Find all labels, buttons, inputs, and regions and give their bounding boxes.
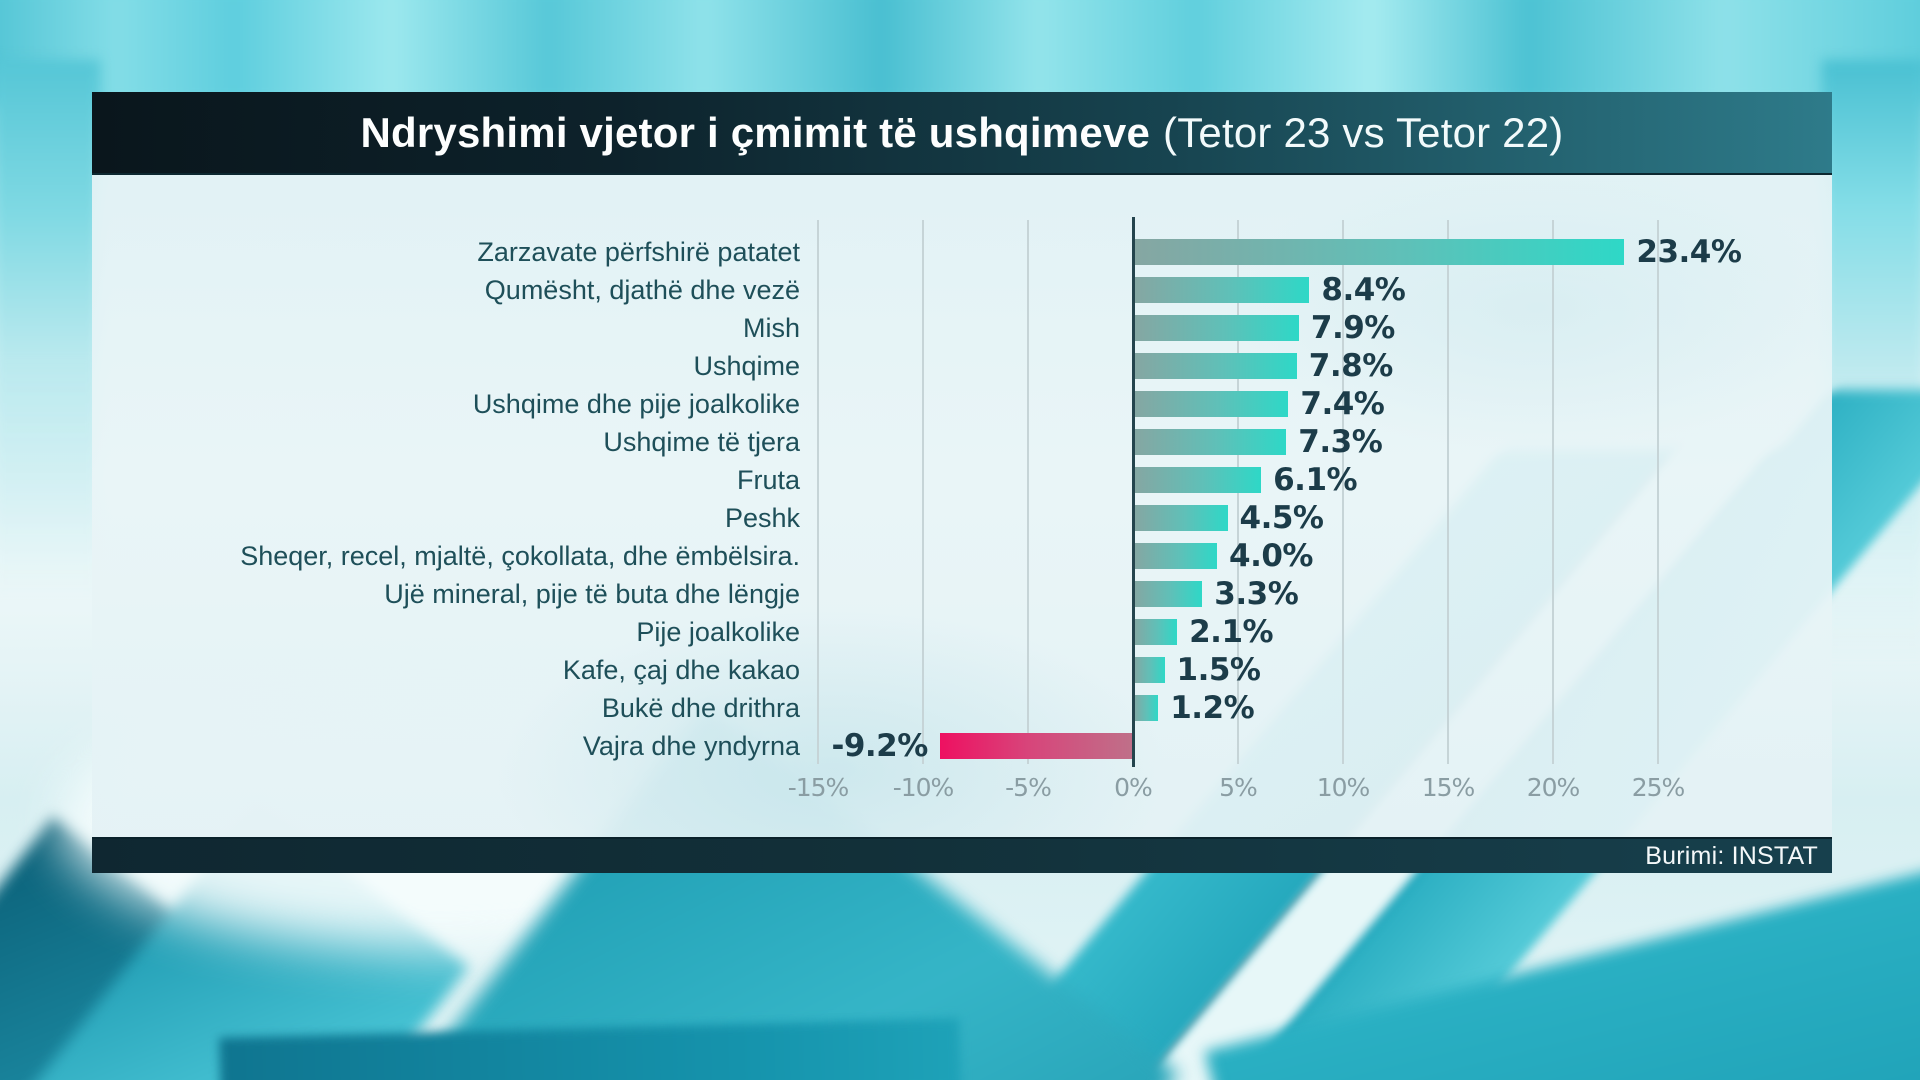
bar-zone: 1.5% (800, 651, 1832, 689)
value-label: 4.5% (1239, 500, 1324, 536)
bar-zone: 8.4% (800, 271, 1832, 309)
bar-positive (1133, 429, 1287, 455)
chart-row: Mish 7.9% (92, 309, 1832, 347)
value-label: 7.9% (1310, 310, 1395, 346)
category-label: Vajra dhe yndyrna (582, 731, 800, 761)
bar-positive (1133, 619, 1178, 645)
chart-row: Peshk 4.5% (92, 499, 1832, 537)
rows-container: Zarzavate përfshirë patatet 23.4% Qumësht,… (92, 233, 1832, 765)
bar-zone: 7.8% (800, 347, 1832, 385)
chart-row: Pije joalkolike 2.1% (92, 613, 1832, 651)
category-label: Ujë mineral, pije të buta dhe lëngje (384, 579, 800, 609)
chart-row: Sheqer, recel, mjaltë, çokollata, dhe ëm… (92, 537, 1832, 575)
category-label: Peshk (724, 503, 800, 533)
bar-zone: 4.0% (800, 537, 1832, 575)
chart-row: Bukë dhe drithra 1.2% (92, 689, 1832, 727)
bar-positive (1133, 277, 1310, 303)
value-label: 7.4% (1300, 386, 1385, 422)
chart-title-main: Ndryshimi vjetor i çmimit të ushqimeve (360, 108, 1151, 156)
bar-zone: 7.3% (800, 423, 1832, 461)
bar-zone: 6.1% (800, 461, 1832, 499)
category-label: Sheqer, recel, mjaltë, çokollata, dhe ëm… (240, 541, 800, 571)
value-label: 7.3% (1298, 424, 1383, 460)
bar-positive (1133, 695, 1159, 721)
category-label: Ushqime (693, 351, 800, 381)
bar-zone: 3.3% (800, 575, 1832, 613)
bar-positive (1133, 581, 1203, 607)
chart-body: -15% -10% -5% 0% 5% 10% 15% 20% 25% Zarzavate pë… (92, 175, 1832, 837)
chart-title: Ndryshimi vjetor i çmimit të ushqimeve (T… (361, 109, 1564, 157)
value-label: 1.5% (1176, 652, 1261, 688)
chart-row: Ushqime dhe pije joalkolike 7.4% (92, 385, 1832, 423)
chart-row: Vajra dhe yndyrna -9.2% (92, 727, 1832, 765)
source-text: Burimi: INSTAT (1645, 841, 1818, 870)
category-label: Zarzavate përfshirë patatet (477, 237, 800, 267)
value-label: -9.2% (831, 728, 928, 764)
chart-row: Ushqime 7.8% (92, 347, 1832, 385)
background-left-streak (0, 60, 100, 600)
axis-tick-label: -5% (1005, 773, 1052, 802)
chart-row: Zarzavate përfshirë patatet 23.4% (92, 233, 1832, 271)
category-label: Ushqime dhe pije joalkolike (472, 389, 800, 419)
value-label: 8.4% (1321, 272, 1406, 308)
category-label: Ushqime të tjera (603, 427, 800, 457)
bar-zone: -9.2% (800, 727, 1832, 765)
axis-tick-label: 0% (1114, 773, 1153, 802)
chart-row: Fruta 6.1% (92, 461, 1832, 499)
gridline (922, 220, 924, 764)
bar-positive (1133, 315, 1299, 341)
bar-positive (1133, 657, 1165, 683)
chart-title-suffix: (Tetor 23 vs Tetor 22) (1163, 108, 1564, 156)
category-label: Fruta (736, 465, 800, 495)
axis-tick-label: 5% (1219, 773, 1258, 802)
source-bar: Burimi: INSTAT (92, 837, 1832, 873)
axis-tick-label: -15% (787, 773, 850, 802)
studio-dark-band (219, 1018, 961, 1080)
value-label: 3.3% (1214, 576, 1299, 612)
chart-row: Qumësht, djathë dhe vezë 8.4% (92, 271, 1832, 309)
bar-positive (1133, 391, 1289, 417)
bar-zone: 4.5% (800, 499, 1832, 537)
bar-zone: 2.1% (800, 613, 1832, 651)
value-label: 7.8% (1308, 348, 1393, 384)
category-label: Bukë dhe drithra (601, 693, 800, 723)
value-label: 1.2% (1170, 690, 1255, 726)
background-top-streaks (0, 0, 1920, 104)
value-label: 6.1% (1273, 462, 1358, 498)
axis-tick-label: 15% (1421, 773, 1476, 802)
axis-tick-label: 25% (1631, 773, 1686, 802)
background-right-streak (1822, 60, 1920, 660)
bar-zone: 23.4% (800, 233, 1832, 271)
axis-tick-label: 10% (1316, 773, 1371, 802)
bar-positive (1133, 505, 1228, 531)
bar-zone: 7.4% (800, 385, 1832, 423)
bar-positive (1133, 353, 1297, 379)
chart-panel: Ndryshimi vjetor i çmimit të ushqimeve (T… (92, 92, 1832, 873)
axis-tick-label: -10% (892, 773, 955, 802)
bar-zone: 1.2% (800, 689, 1832, 727)
category-label: Mish (742, 313, 800, 343)
bar-positive (1133, 543, 1217, 569)
category-label: Qumësht, djathë dhe vezë (484, 275, 800, 305)
chart-title-bar: Ndryshimi vjetor i çmimit të ushqimeve (T… (92, 92, 1832, 175)
bar-positive (1133, 239, 1625, 265)
chart-row: Kafe, çaj dhe kakao 1.5% (92, 651, 1832, 689)
category-label: Pije joalkolike (636, 617, 800, 647)
gridline (817, 220, 819, 764)
bar-positive (1133, 467, 1262, 493)
category-label: Kafe, çaj dhe kakao (562, 655, 800, 685)
bar-zone: 7.9% (800, 309, 1832, 347)
chart-row: Ushqime të tjera 7.3% (92, 423, 1832, 461)
axis-tick-label: 20% (1526, 773, 1581, 802)
zero-axis-line (1132, 217, 1135, 767)
value-label: 2.1% (1189, 614, 1274, 650)
value-label: 23.4% (1636, 234, 1742, 270)
value-label: 4.0% (1229, 538, 1313, 574)
bar-negative (939, 733, 1133, 759)
chart-row: Ujë mineral, pije të buta dhe lëngje 3.3% (92, 575, 1832, 613)
